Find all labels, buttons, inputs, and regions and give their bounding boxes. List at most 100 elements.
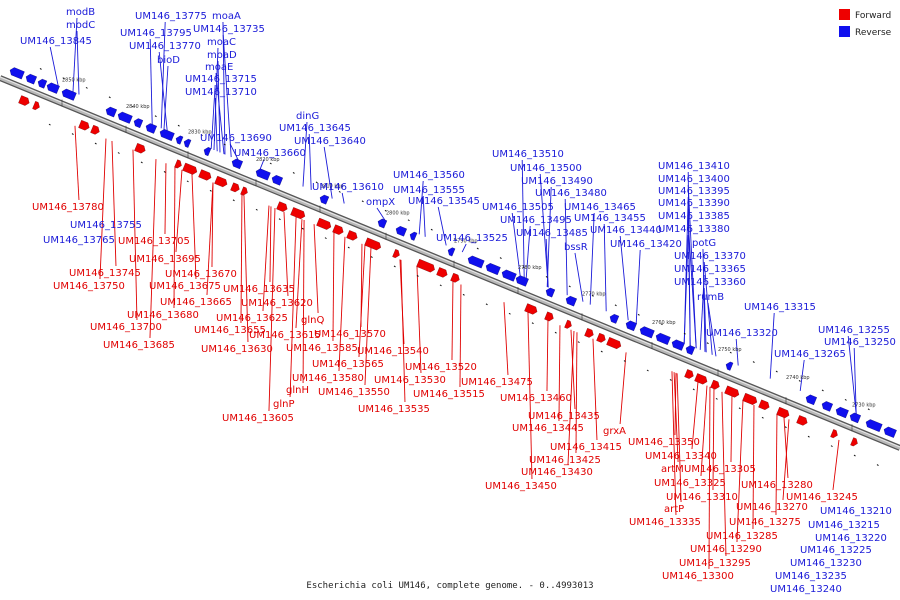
reverse-gene-arrow [639,326,655,339]
legend: Forward Reverse [839,9,892,38]
reverse-gene-arrow [133,118,144,129]
leader-line [676,373,682,503]
forward-gene-arrow [596,332,606,343]
dash-mark [554,331,557,334]
leader-line [673,372,679,463]
forward-gene-arrow [694,373,708,385]
reverse-gene-label: UM146_13390 [658,198,730,209]
forward-gene-label: UM146_13670 [165,269,237,280]
leader-line [539,173,549,288]
dash-mark [706,342,709,345]
reverse-gene-label: UM146_13485 [516,228,588,239]
dash-mark [338,190,341,193]
leader-line [358,245,366,358]
forward-gene-label: UM146_13435 [528,411,600,422]
forward-gene-label: UM146_13580 [292,373,364,384]
reverse-gene-label: UM146_13380 [658,224,730,235]
reverse-gene-label: UM146_13400 [658,174,730,185]
leader-line [111,141,117,267]
forward-gene-label: UM146_13295 [679,558,751,569]
scale-tick-label: 2740 kbp [786,375,810,381]
leader-line [243,195,249,343]
reverse-gene-label: UM146_13500 [510,163,582,174]
reverse-gene-arrow [203,147,212,157]
leader-line [214,97,218,152]
reverse-gene-arrow [145,123,157,134]
leader-line [72,17,78,93]
leader-line [308,133,312,190]
leader-line [99,138,107,280]
reverse-gene-label: UM146_13770 [129,41,201,52]
dash-mark [315,181,318,184]
leader-line [213,47,219,150]
reverse-gene-arrow [377,218,388,229]
leader-line [564,198,568,296]
leader-line [158,51,168,131]
forward-gene-label: UM146_13270 [736,502,808,513]
leader-line [418,180,424,235]
reverse-gene-label: UM146_13315 [744,302,816,313]
reverse-gene-arrow [545,287,556,298]
leader-line [671,371,677,516]
forward-gene-label: UM146_13535 [358,404,430,415]
forward-gene-label: UM146_13655 [194,325,266,336]
dash-mark [278,218,281,221]
dash-mark [246,153,249,155]
leader-line [783,417,789,479]
reverse-gene-label: UM146_13775 [135,11,207,22]
reverse-gene-arrow [447,247,456,257]
forward-gene-arrow [230,182,240,193]
leader-line [525,225,531,279]
leader-line [416,266,422,374]
dash-mark [324,237,327,240]
scale-tick-label: 2730 kbp [852,402,876,408]
dash-mark [623,360,626,362]
reverse-gene-label: UM146_13525 [436,233,508,244]
leader-line [313,224,319,314]
reverse-gene-label: moaC [207,37,236,48]
dash-mark [614,304,617,307]
leader-line [302,220,305,384]
reverse-gene-label: UM146_13320 [706,328,778,339]
dash-mark [807,435,810,438]
forward-gene-arrow [796,415,808,426]
scale-tick-label: 2820 kbp [256,157,280,163]
forward-gene-label: UM146_13620 [241,298,313,309]
reverse-gene-arrow [175,135,184,145]
scale-tick-label: 2770 kbp [582,291,606,297]
reverse-gene-arrow [46,82,60,94]
reverse-gene-label: dinG [296,111,319,122]
reverse-gene-label: moaD [207,50,237,61]
forward-gene-arrow [776,406,790,419]
forward-gene-arrow [316,217,332,230]
dash-mark [453,238,456,241]
reverse-gene-label: UM146_13495 [500,215,572,226]
forward-gene-label: UM146_13340 [645,451,717,462]
leader-line [527,312,533,480]
dash-mark [499,257,502,259]
reverse-gene-label: UM146_13645 [279,123,351,134]
forward-gene-label: UM146_13635 [223,284,295,295]
dash-mark [301,227,304,230]
leader-line [712,388,715,491]
forward-gene-label: artP [664,504,684,515]
leader-line [700,385,708,477]
forward-gene-label: UM146_13745 [69,268,141,279]
dash-mark [439,284,442,287]
reverse-gene-label: UM146_13845 [20,36,92,47]
reverse-gene-arrow [117,111,133,124]
reverse-gene-label: UM146_13690 [200,133,272,144]
reverse-gene-arrow [319,194,330,205]
forward-gene-label: UM146_13310 [666,492,738,503]
scale-tick-label: 2850 kbp [62,77,86,83]
dash-mark [140,161,143,164]
leader-line [703,287,707,353]
reverse-gene-arrow [515,275,529,287]
forward-gene-label: UM146_13515 [413,389,485,400]
dash-mark [761,416,764,419]
leader-line [683,234,689,344]
reverse-gene-label: UM146_13545 [408,196,480,207]
forward-gene-arrow [524,303,538,315]
leader-line [635,249,641,324]
dash-mark [223,143,226,146]
